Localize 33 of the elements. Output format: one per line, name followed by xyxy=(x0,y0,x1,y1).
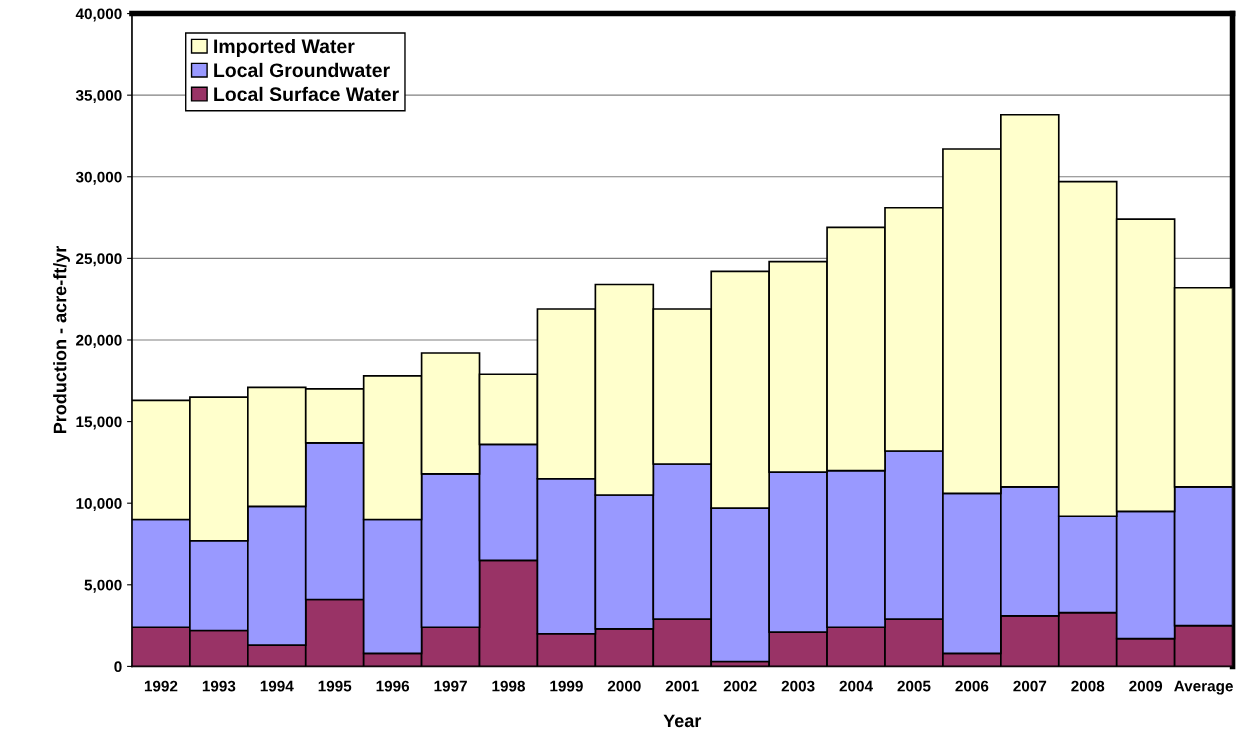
x-tick-label: 2004 xyxy=(839,680,873,692)
y-tick-label: 30,000 xyxy=(75,171,122,185)
y-tick-label: 5,000 xyxy=(84,579,122,593)
x-tick-label: 2005 xyxy=(897,680,931,692)
x-tick-label: Average xyxy=(1174,680,1233,695)
y-tick-label: 15,000 xyxy=(76,416,122,430)
x-tick-label: 1998 xyxy=(492,680,526,692)
x-axis-title: Year xyxy=(663,714,702,728)
y-tick-label: 40,000 xyxy=(75,8,122,22)
x-tick-label: 1994 xyxy=(260,680,294,692)
y-axis-title: Production - acre-ft/yr xyxy=(53,245,70,434)
x-tick-label: 1996 xyxy=(376,680,410,692)
y-tick-label: 25,000 xyxy=(76,253,122,267)
x-tick-label: 2001 xyxy=(665,680,699,692)
x-tick-label: 2000 xyxy=(607,680,641,692)
x-tick-label: 2002 xyxy=(723,680,757,692)
x-tick-label: 1992 xyxy=(144,680,178,692)
x-tick-label: 1999 xyxy=(550,680,583,692)
x-tick-label: 1993 xyxy=(202,680,236,692)
x-tick-label: 2008 xyxy=(1071,680,1105,692)
x-tick-label: 2003 xyxy=(781,680,815,692)
y-tick-label: 20,000 xyxy=(76,334,122,348)
x-tick-label: 1995 xyxy=(318,680,352,692)
x-tick-label: 1997 xyxy=(434,680,467,692)
y-tick-label: 0 xyxy=(114,661,122,673)
legend-label: Local Surface Water xyxy=(214,86,399,102)
y-tick-label: 10,000 xyxy=(76,498,122,512)
x-tick-label: 2009 xyxy=(1129,680,1163,692)
x-tick-label: 2007 xyxy=(1013,680,1047,692)
x-tick-label: 2006 xyxy=(955,680,989,692)
legend-label: Imported Water xyxy=(214,38,355,58)
y-tick-label: 35,000 xyxy=(75,90,122,104)
legend-label: Local Groundwater xyxy=(214,62,390,78)
